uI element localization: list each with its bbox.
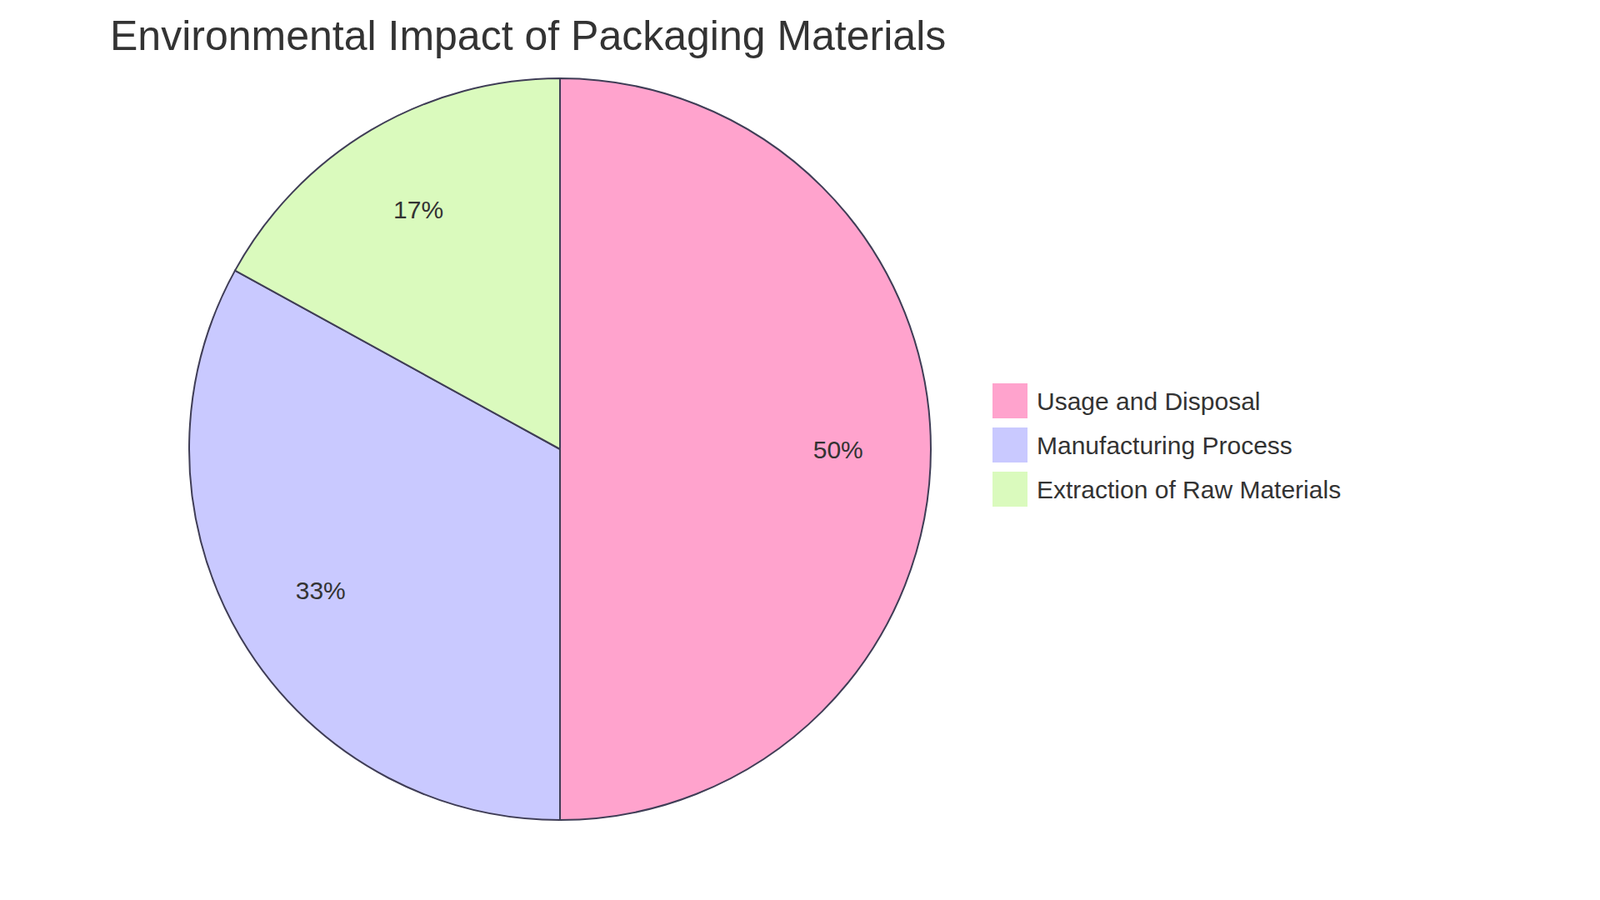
data-labels: 50% 33% 17% [295,195,864,605]
legend-label: Manufacturing Process [1036,431,1293,460]
data-label: 33% [295,576,346,605]
legend-label: Usage and Disposal [1036,387,1261,415]
data-label: 50% [813,435,864,464]
chart-title: Environmental Impact of Packaging Materi… [110,12,946,60]
legend: Usage and Disposal Manufacturing Process E… [991,382,1341,508]
pie-group [189,78,931,820]
legend-item: Extraction of Raw Materials [991,470,1341,508]
legend-swatch [991,426,1029,464]
legend-item: Usage and Disposal [991,382,1261,420]
legend-swatch [991,382,1029,420]
legend-label: Extraction of Raw Materials [1036,475,1341,504]
legend-swatch [991,470,1029,508]
data-label: 17% [393,195,444,224]
pie-slice [560,78,931,820]
pie-slice [235,78,560,450]
chart-root: Environmental Impact of Packaging Materi… [0,0,1600,900]
legend-item: Manufacturing Process [991,426,1293,464]
